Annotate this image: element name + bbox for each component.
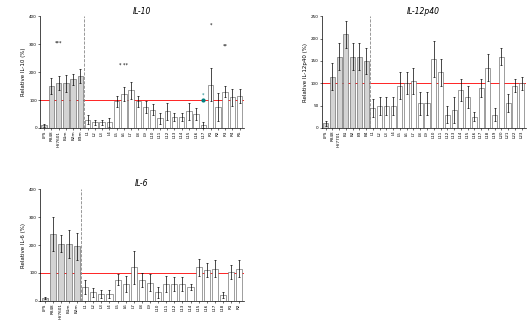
- Bar: [41, 125, 47, 128]
- Bar: [150, 110, 156, 128]
- Bar: [123, 284, 129, 301]
- Bar: [186, 111, 192, 128]
- Bar: [204, 270, 210, 301]
- Bar: [485, 68, 490, 128]
- Bar: [131, 267, 137, 301]
- Bar: [143, 107, 148, 128]
- Bar: [506, 103, 511, 128]
- Bar: [135, 101, 141, 128]
- Bar: [63, 83, 68, 128]
- Bar: [155, 292, 161, 301]
- Bar: [344, 34, 348, 128]
- Bar: [220, 295, 226, 301]
- Bar: [121, 95, 126, 128]
- Bar: [115, 280, 121, 301]
- Bar: [201, 125, 206, 128]
- Bar: [391, 106, 396, 128]
- Bar: [237, 96, 242, 128]
- Bar: [357, 57, 362, 128]
- Bar: [195, 267, 202, 301]
- Y-axis label: Relative IL-10 (%): Relative IL-10 (%): [21, 48, 27, 96]
- Bar: [157, 118, 162, 128]
- Bar: [193, 114, 199, 128]
- Bar: [114, 101, 119, 128]
- Bar: [330, 77, 335, 128]
- Bar: [384, 106, 389, 128]
- Bar: [512, 86, 517, 128]
- Bar: [499, 57, 504, 128]
- Text: *: *: [202, 92, 204, 97]
- Title: IL-10: IL-10: [133, 7, 151, 16]
- Title: IL-12p40: IL-12p40: [407, 7, 440, 16]
- Bar: [98, 294, 105, 301]
- Bar: [424, 103, 430, 128]
- Bar: [90, 292, 96, 301]
- Bar: [165, 111, 170, 128]
- Bar: [404, 83, 409, 128]
- Bar: [92, 122, 98, 128]
- Bar: [147, 283, 153, 301]
- Bar: [230, 97, 235, 128]
- Bar: [438, 72, 443, 128]
- Bar: [350, 57, 355, 128]
- Bar: [58, 244, 64, 301]
- Bar: [172, 284, 177, 301]
- Bar: [411, 81, 416, 128]
- Bar: [85, 120, 90, 128]
- Bar: [82, 287, 88, 301]
- Bar: [74, 247, 80, 301]
- Bar: [451, 110, 457, 128]
- Bar: [187, 287, 193, 301]
- Bar: [377, 106, 382, 128]
- Bar: [208, 85, 213, 128]
- Bar: [56, 83, 62, 128]
- Bar: [236, 269, 242, 301]
- Bar: [371, 108, 375, 128]
- Text: **: **: [222, 43, 228, 48]
- Bar: [431, 59, 436, 128]
- Y-axis label: Relative IL-6 (%): Relative IL-6 (%): [21, 223, 27, 267]
- Bar: [323, 124, 328, 128]
- Bar: [472, 117, 477, 128]
- Bar: [50, 234, 56, 301]
- Bar: [172, 117, 177, 128]
- Bar: [445, 114, 450, 128]
- Bar: [78, 76, 83, 128]
- Bar: [492, 114, 497, 128]
- Bar: [49, 86, 54, 128]
- Bar: [179, 284, 185, 301]
- Bar: [215, 107, 220, 128]
- Bar: [71, 79, 76, 128]
- Bar: [458, 90, 464, 128]
- Bar: [212, 269, 218, 301]
- Text: *: *: [209, 23, 212, 27]
- Bar: [397, 86, 402, 128]
- Bar: [179, 117, 184, 128]
- Bar: [139, 280, 145, 301]
- Title: IL-6: IL-6: [135, 180, 149, 188]
- Bar: [478, 88, 484, 128]
- Bar: [465, 97, 470, 128]
- Bar: [364, 61, 369, 128]
- Text: * **: * **: [119, 63, 129, 68]
- Bar: [99, 122, 105, 128]
- Bar: [337, 57, 341, 128]
- Bar: [41, 298, 48, 301]
- Bar: [107, 122, 112, 128]
- Bar: [228, 271, 234, 301]
- Y-axis label: Relative IL-12p40 (%): Relative IL-12p40 (%): [303, 43, 308, 102]
- Bar: [519, 83, 524, 128]
- Bar: [129, 90, 134, 128]
- Bar: [222, 92, 228, 128]
- Text: ***: ***: [55, 41, 63, 46]
- Bar: [418, 103, 423, 128]
- Bar: [106, 294, 113, 301]
- Bar: [66, 244, 72, 301]
- Bar: [163, 284, 169, 301]
